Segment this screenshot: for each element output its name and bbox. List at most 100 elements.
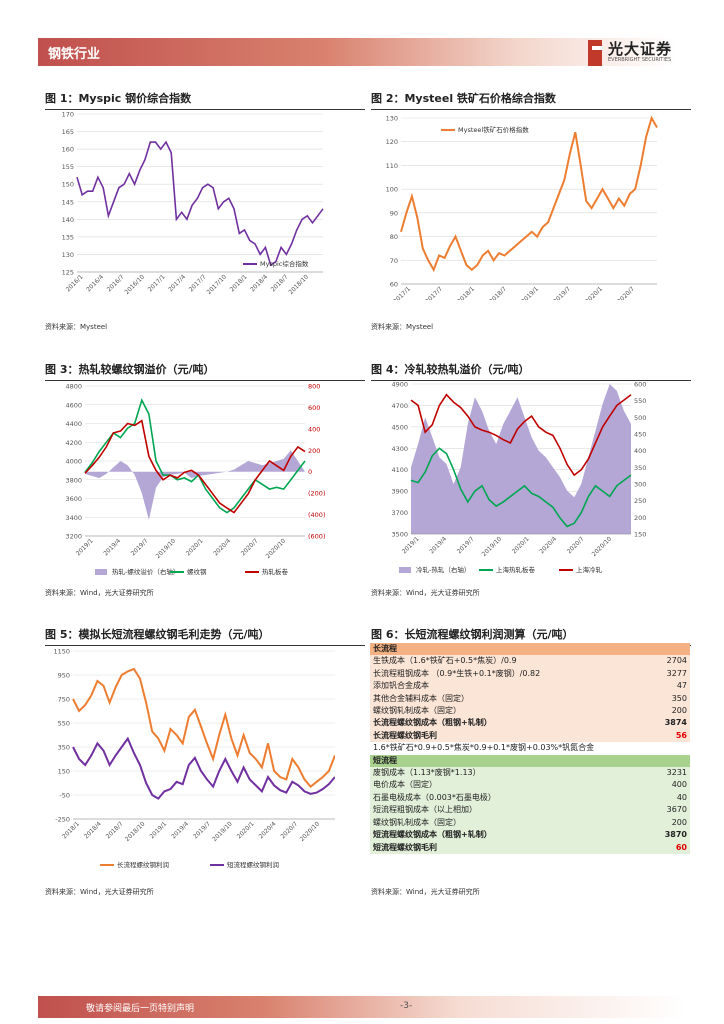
y-tick-label: 1150 xyxy=(53,648,70,656)
y-tick-label: 150 xyxy=(634,531,646,539)
x-tick-label: 2018/1 xyxy=(229,273,249,293)
y-tick-label: 3700 xyxy=(391,509,408,517)
figure-3-source: 资料来源：Wind，光大证券研究所 xyxy=(45,589,154,597)
hrc-line xyxy=(84,419,306,514)
long-process-header: 长流程 xyxy=(373,644,397,653)
legend-label: 热轧-螺纹溢价（右轴） xyxy=(112,567,179,576)
long-total-label: 长流程螺纹钢成本（粗钢+轧制） xyxy=(373,718,492,728)
company-logo: 光大证券 EVERBRIGHT SECURITIES xyxy=(588,38,688,72)
figure-3-title: 图 3：热轧较螺纹钢溢价（元/吨） xyxy=(45,361,365,381)
x-tick-label: 2019/1 xyxy=(520,285,540,300)
figure-5-title: 图 5：模拟长短流程螺纹钢毛利走势（元/吨） xyxy=(45,626,365,646)
x-tick-label: 2019/4 xyxy=(170,820,190,840)
section-title: 钢铁行业 xyxy=(48,47,101,62)
y-tick-label: 3200 xyxy=(65,533,82,541)
short-process-profit-line xyxy=(72,736,335,800)
rebar-line xyxy=(84,397,306,514)
profit-estimate-table: 长流程 生铁成本（1.6*铁矿石+0.5*焦炭）/0.9 2704 长流程粗钢成本… xyxy=(370,643,690,854)
x-tick-label: 2018/10 xyxy=(287,273,310,296)
y-tick-label: 3500 xyxy=(391,531,408,539)
y-tick-label: 4200 xyxy=(65,439,82,447)
x-tick-label: 2019/7 xyxy=(552,285,572,300)
legend-swatch xyxy=(95,569,107,575)
table-row-value: 200 xyxy=(671,706,687,716)
x-tick-label: 2016/10 xyxy=(123,273,146,296)
long-profit-label: 长流程螺纹钢毛利 xyxy=(373,730,437,740)
table-row-label: 生铁成本（1.6*铁矿石+0.5*焦炭）/0.9 xyxy=(373,656,517,666)
figure-6-source: 资料来源：Wind，光大证券研究所 xyxy=(371,888,480,896)
y-tick-label: 350 xyxy=(634,464,646,472)
table-row-value: 3231 xyxy=(666,768,687,778)
short-profit-label: 短流程螺纹钢毛利 xyxy=(373,842,437,852)
figure-4-source: 资料来源：Wind，光大证券研究所 xyxy=(371,589,480,597)
y-tick-label: 135 xyxy=(62,233,74,241)
premium-area xyxy=(85,450,305,520)
x-tick-label: 2020/10 xyxy=(265,537,288,560)
y-tick-label: 80 xyxy=(390,233,398,241)
x-tick-label: 2018/7 xyxy=(270,273,290,293)
y-tick-label: 3400 xyxy=(65,514,82,522)
logo-mark-icon xyxy=(588,40,602,66)
x-tick-label: 2020/7 xyxy=(240,537,260,557)
iron-ore-index-line xyxy=(400,115,658,273)
legend-label: Myspic综合指数 xyxy=(260,259,309,268)
x-tick-label: 2018/1 xyxy=(456,285,476,300)
y-tick-label: 170 xyxy=(62,111,74,119)
table-row-value: 400 xyxy=(671,780,687,790)
legend-label: 冷轧-热轧（右轴） xyxy=(416,565,470,574)
legend-label: 长流程螺纹钢利润 xyxy=(117,860,169,869)
x-tick-label: 2018/7 xyxy=(488,285,508,300)
y-tick-label: 750 xyxy=(58,696,70,704)
short-total-label: 短流程螺纹钢成本（粗钢+轧制） xyxy=(373,830,492,840)
x-tick-label: 2020/4 xyxy=(212,537,232,557)
x-tick-label: 2020/10 xyxy=(299,820,322,843)
y-tick-label: 4100 xyxy=(391,466,408,474)
y-tick-label: 800 xyxy=(308,383,320,391)
x-tick-label: 2018/4 xyxy=(83,820,103,840)
y-tick-label: 90 xyxy=(390,209,398,217)
y-tick-label: 145 xyxy=(62,198,74,206)
logo-name: 光大证券 xyxy=(608,40,673,58)
y-tick-label: (600) xyxy=(308,533,325,541)
figure-2-source: 资料来源：Mysteel xyxy=(371,323,434,331)
y-tick-label: 120 xyxy=(386,138,398,146)
x-tick-label: 2019/7 xyxy=(192,820,212,840)
x-tick-label: 2017/10 xyxy=(205,273,228,296)
y-tick-label: 3600 xyxy=(65,495,82,503)
y-tick-label: 0 xyxy=(308,468,312,476)
y-tick-label: 110 xyxy=(386,162,398,170)
x-tick-label: 2018/10 xyxy=(124,820,147,843)
x-tick-label: 2020/4 xyxy=(258,820,278,840)
x-tick-label: 2017/1 xyxy=(147,273,167,293)
y-tick-label: 550 xyxy=(634,397,646,405)
x-tick-label: 2019/4 xyxy=(102,537,122,557)
y-tick-label: 4900 xyxy=(391,381,408,389)
y-tick-label: 950 xyxy=(58,672,70,680)
y-tick-label: 600 xyxy=(308,404,320,412)
table-row-value: 40 xyxy=(676,792,687,802)
y-tick-label: 200 xyxy=(634,514,646,522)
figure-1-source: 资料来源：Mysteel xyxy=(45,323,108,331)
y-tick-label: 3900 xyxy=(391,488,408,496)
legend-swatch xyxy=(399,567,411,573)
y-tick-label: 4700 xyxy=(391,402,408,410)
y-tick-label: 150 xyxy=(62,181,74,189)
y-tick-label: 150 xyxy=(58,768,70,776)
figure-3-chart: 320034003600380040004200440046004800(600… xyxy=(65,383,325,577)
hrc-line xyxy=(410,447,632,528)
legend-label: 螺纹钢 xyxy=(187,567,207,576)
legend-label: 上海冷轧 xyxy=(576,565,603,574)
x-tick-label: 2019/1 xyxy=(148,820,168,840)
y-tick-label: 4000 xyxy=(65,458,82,466)
short-total-value: 3870 xyxy=(664,830,687,840)
y-tick-label: 450 xyxy=(634,431,646,439)
table-row-value: 3277 xyxy=(666,668,687,678)
x-tick-label: 2017/7 xyxy=(424,285,444,300)
short-profit-value: 60 xyxy=(675,842,687,852)
short-process-header: 短流程 xyxy=(373,755,397,765)
y-tick-label: 70 xyxy=(390,257,398,265)
x-tick-label: 2019/7 xyxy=(456,535,476,555)
x-tick-label: 2019/7 xyxy=(130,537,150,557)
